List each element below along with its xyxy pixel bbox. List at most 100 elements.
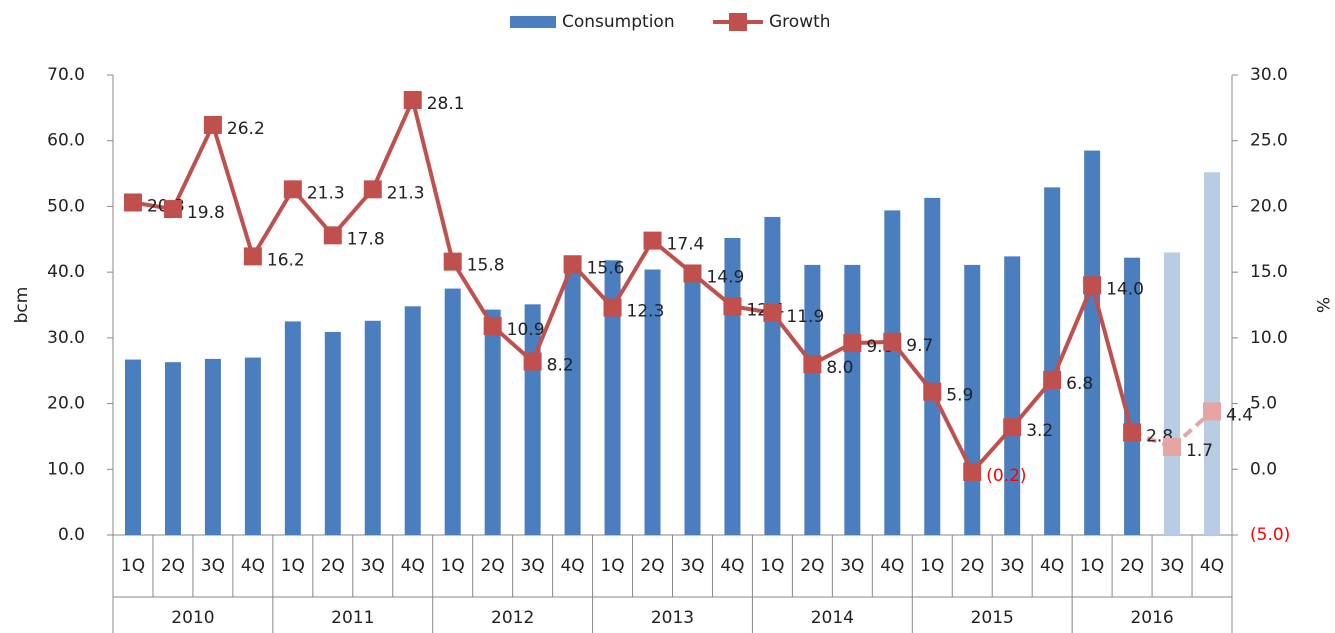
x-tick-label: 4Q	[720, 556, 744, 576]
line-marker	[603, 298, 622, 317]
y-tick-label: 60.0	[47, 131, 85, 151]
x-tick-label: 2Q	[161, 556, 185, 576]
bar	[884, 210, 901, 535]
x-tick-label: 4Q	[1200, 556, 1224, 576]
line-segment	[370, 99, 415, 191]
data-label: (0.2)	[986, 466, 1026, 486]
year-label: 2016	[1130, 608, 1173, 628]
year-label: 2010	[171, 608, 214, 628]
y2-tick-label: 15.0	[1250, 262, 1288, 282]
data-label: 15.6	[587, 258, 625, 278]
year-label: 2011	[331, 608, 374, 628]
bar	[484, 309, 501, 535]
line-marker	[243, 247, 262, 266]
x-tick-label: 4Q	[401, 556, 425, 576]
line-segment	[210, 124, 255, 257]
x-tick-label: 3Q	[521, 556, 545, 576]
x-tick-label: 3Q	[1160, 556, 1184, 576]
line-marker	[1123, 423, 1142, 442]
data-label: 21.3	[387, 183, 425, 203]
data-label: 5.9	[946, 386, 973, 406]
line-marker	[403, 90, 422, 109]
x-tick-label: 3Q	[680, 556, 704, 576]
bar	[924, 197, 941, 535]
line-segment	[171, 124, 215, 210]
bar	[1164, 252, 1181, 535]
line-marker	[963, 462, 982, 481]
y2-tick-label: 0.0	[1250, 459, 1277, 479]
bar	[804, 264, 821, 535]
line-segment	[450, 260, 495, 328]
line-segment	[930, 390, 975, 473]
bar	[644, 269, 661, 535]
y-tick-label: 20.0	[47, 394, 85, 414]
bar	[404, 306, 421, 535]
bar	[1044, 187, 1061, 535]
data-label: 21.3	[307, 183, 345, 203]
x-tick-label: 4Q	[880, 556, 904, 576]
bar	[164, 362, 181, 535]
x-tick-label: 1Q	[920, 556, 944, 576]
y2-tick-label: (5.0)	[1250, 525, 1290, 545]
data-label: 9.7	[906, 336, 933, 356]
year-label: 2012	[491, 608, 534, 628]
line-marker	[483, 317, 502, 336]
data-label: 4.4	[1226, 405, 1253, 425]
line-marker	[843, 334, 862, 353]
x-tick-label: 1Q	[600, 556, 624, 576]
x-tick-label: 1Q	[121, 556, 145, 576]
data-label: 1.7	[1186, 441, 1213, 461]
line-marker	[1043, 370, 1062, 389]
line-marker	[123, 193, 142, 212]
year-label: 2014	[811, 608, 854, 628]
y2-axis-label: %	[1312, 297, 1332, 313]
x-tick-label: 1Q	[760, 556, 784, 576]
line-marker	[283, 180, 302, 199]
data-label: 15.8	[467, 256, 505, 276]
line-segment	[410, 99, 455, 263]
data-label: 14.0	[1106, 279, 1144, 299]
data-label: 6.8	[1066, 374, 1093, 394]
data-label: 28.1	[427, 94, 465, 114]
x-tick-label: 2Q	[321, 556, 345, 576]
x-tick-label: 2Q	[960, 556, 984, 576]
y2-tick-label: 25.0	[1250, 131, 1288, 151]
bar	[764, 216, 781, 535]
line-marker	[1163, 437, 1182, 456]
y-tick-label: 40.0	[47, 262, 85, 282]
data-label: 19.8	[187, 203, 225, 223]
line-segment	[1090, 284, 1135, 434]
line-marker	[923, 382, 942, 401]
year-label: 2015	[971, 608, 1014, 628]
data-label: 12.3	[627, 302, 665, 322]
data-label: 3.2	[1026, 421, 1053, 441]
line-marker	[803, 355, 822, 374]
y2-tick-label: 5.0	[1250, 394, 1277, 414]
y2-tick-label: 30.0	[1250, 65, 1288, 85]
y-tick-label: 70.0	[47, 65, 85, 85]
y-tick-label: 10.0	[47, 459, 85, 479]
line-marker	[323, 226, 342, 245]
bar	[244, 357, 261, 535]
x-tick-label: 3Q	[361, 556, 385, 576]
line-marker	[523, 352, 542, 371]
line-marker	[763, 303, 782, 322]
data-label: 26.2	[227, 119, 265, 139]
data-label: 8.2	[547, 356, 574, 376]
x-tick-label: 2Q	[800, 556, 824, 576]
legend-swatch-marker	[729, 13, 747, 31]
data-label: 16.2	[267, 250, 305, 270]
x-tick-label: 3Q	[201, 556, 225, 576]
x-tick-label: 2Q	[1120, 556, 1144, 576]
bar	[604, 260, 621, 535]
bar	[684, 268, 701, 535]
legend-label: Growth	[769, 12, 831, 32]
data-label: 17.4	[667, 235, 705, 255]
x-tick-label: 4Q	[241, 556, 265, 576]
x-tick-label: 1Q	[441, 556, 465, 576]
y2-tick-label: 20.0	[1250, 196, 1288, 216]
x-tick-label: 1Q	[1080, 556, 1104, 576]
bar	[204, 358, 221, 535]
x-tick-label: 4Q	[1040, 556, 1064, 576]
